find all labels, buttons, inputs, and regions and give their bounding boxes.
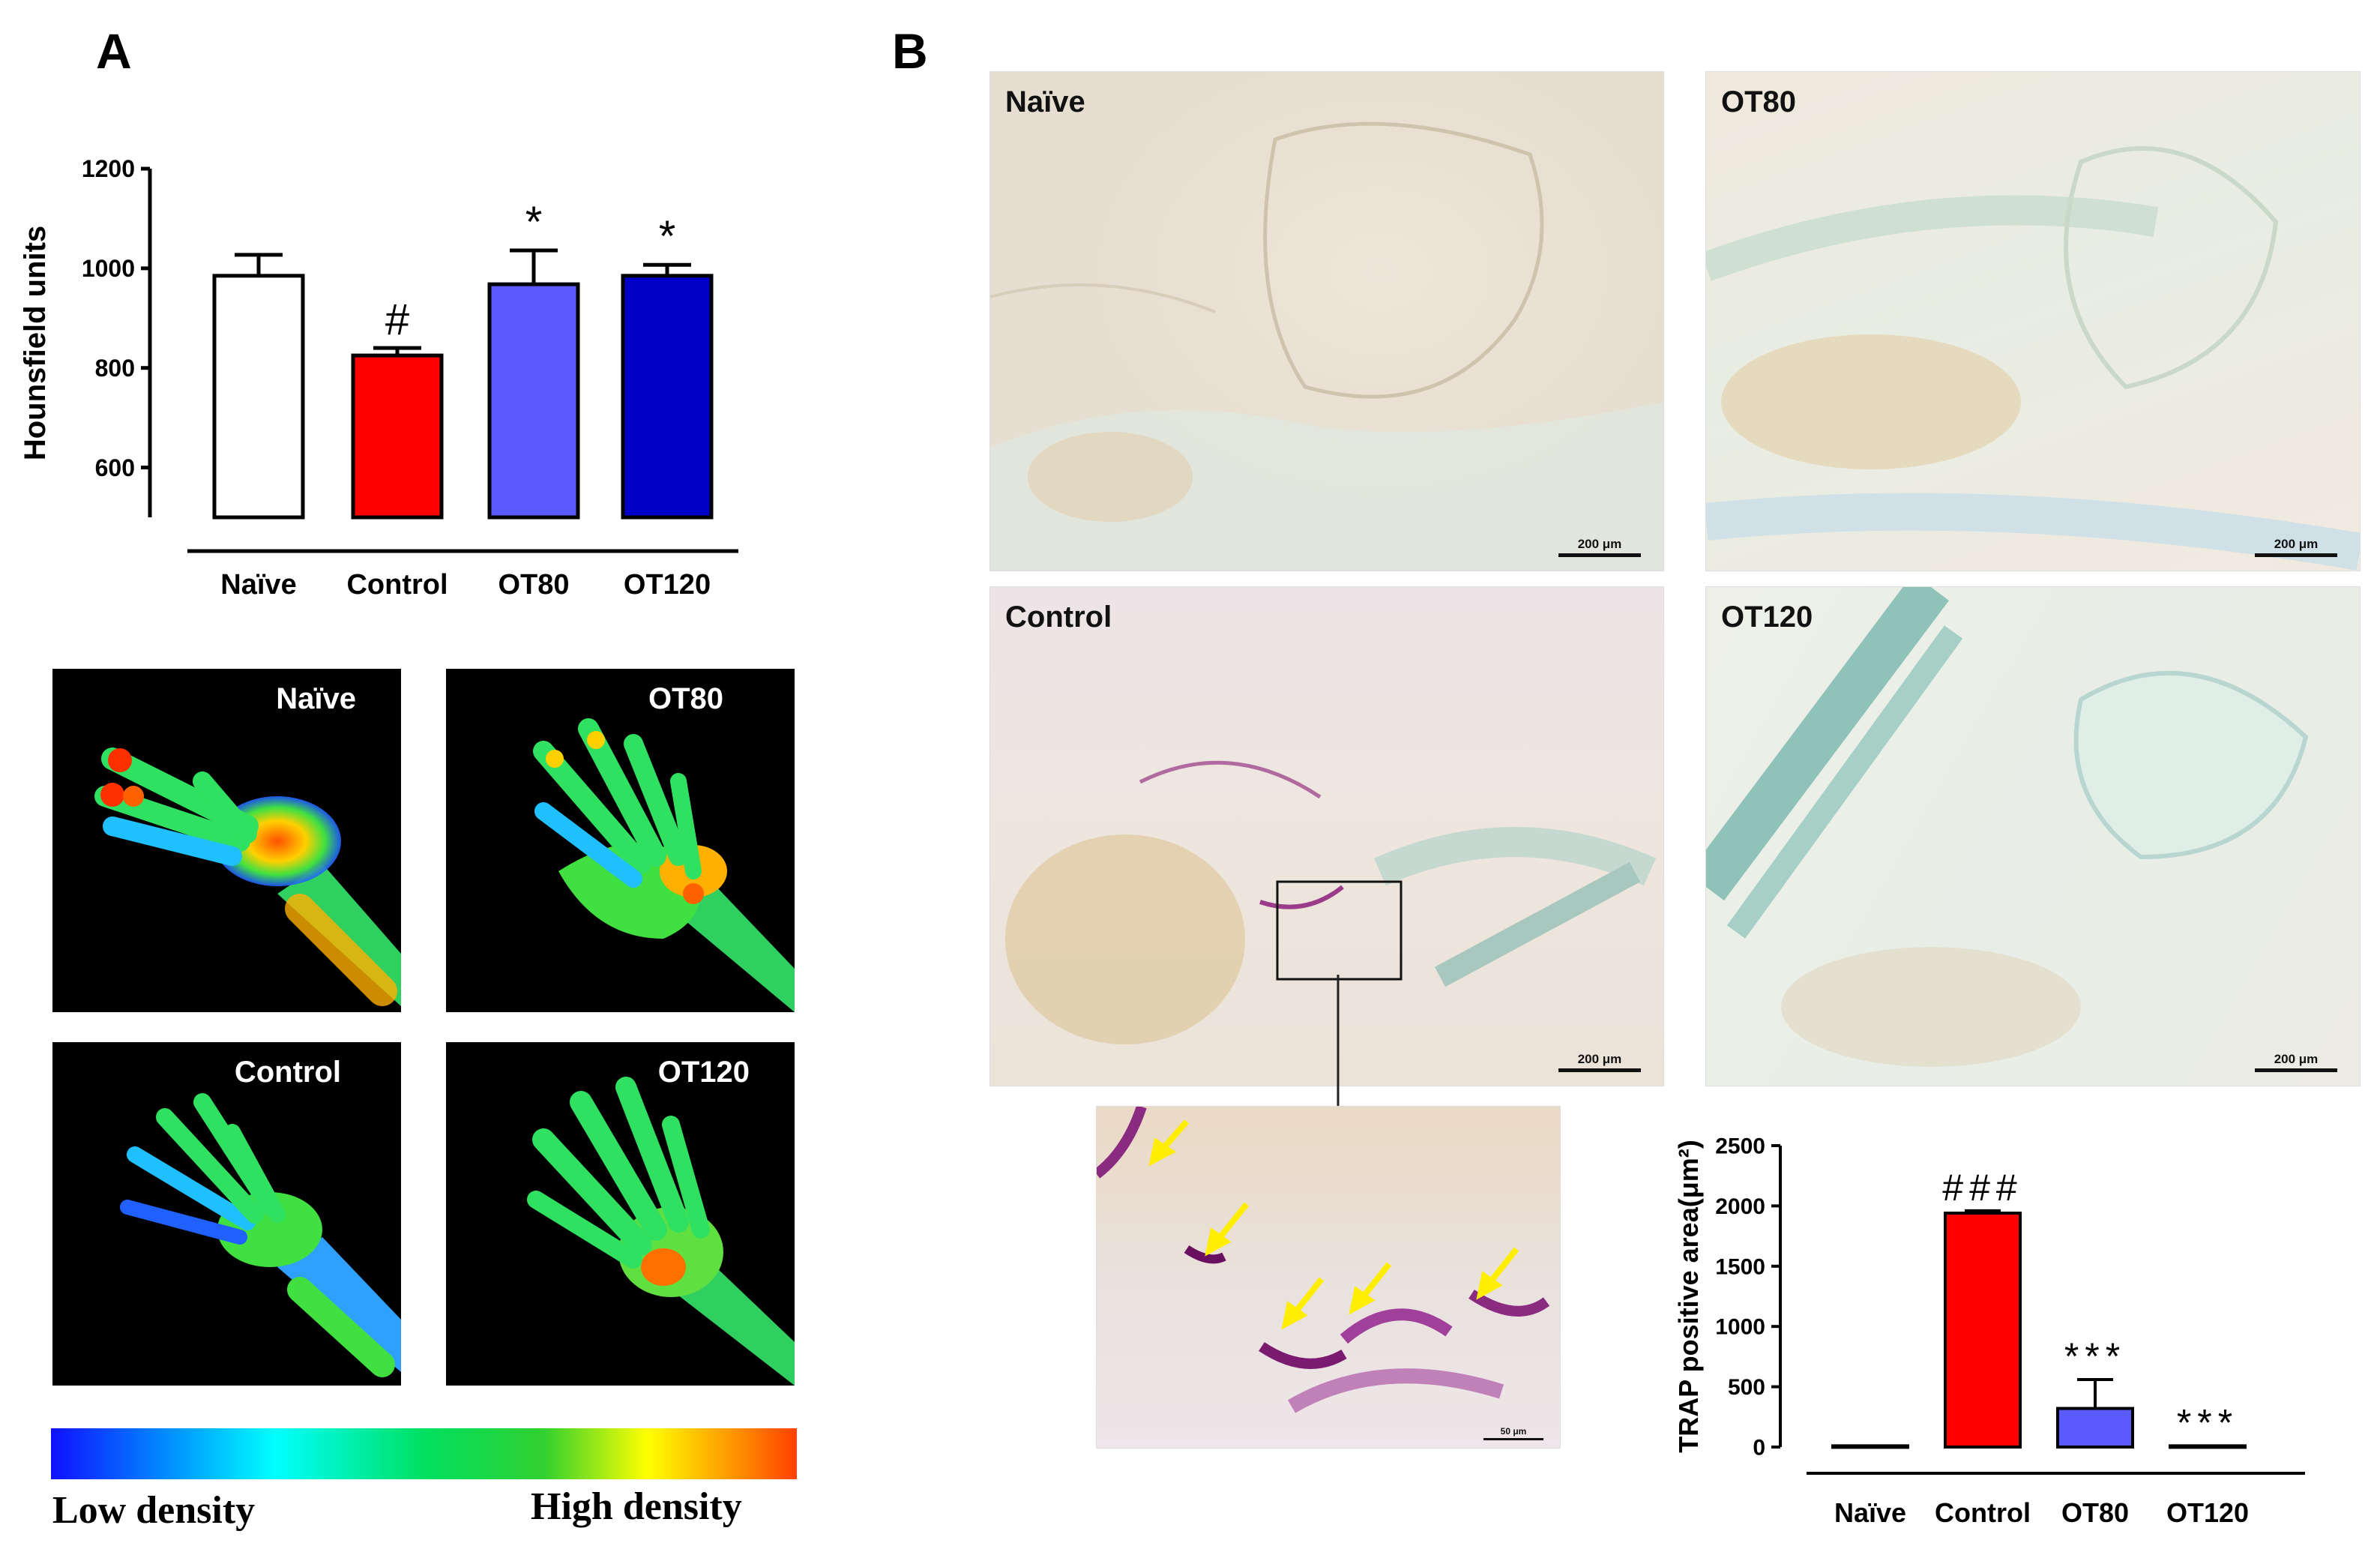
y-tick-label: 500 — [1728, 1375, 1765, 1400]
bar-2 — [2056, 1407, 2134, 1449]
zoom-box — [1276, 880, 1403, 981]
scan-naive: Naïve — [52, 669, 401, 1012]
significance-mark: # — [385, 295, 409, 344]
histology-naive: Naïve 200 μm — [989, 71, 1664, 571]
x-tick-label: OT120 — [2166, 1497, 2249, 1528]
histology-ot120: OT120 200 μm — [1705, 586, 2361, 1086]
histology-label-control: Control — [1005, 601, 1112, 634]
tissue-image — [1706, 146, 2360, 571]
panel-label-a: A — [96, 23, 132, 79]
x-tick-label: OT120 — [624, 569, 711, 601]
tissue-image — [990, 121, 1663, 571]
y-tick-label: 600 — [95, 454, 135, 481]
y-axis-label: Hounsfield units — [19, 226, 52, 460]
bar-3 — [2169, 1444, 2247, 1449]
scale-bar: 200 μm — [1558, 537, 1641, 557]
bar-1 — [351, 353, 444, 520]
x-tick-label: Naïve — [220, 569, 296, 601]
hand-scan-image — [120, 1093, 401, 1377]
histology-zoom-inset: 50 μm — [1096, 1106, 1561, 1449]
scale-bar: 200 μm — [2255, 537, 2337, 557]
significance-mark: ### — [1942, 1167, 2022, 1209]
histology-label-naive: Naïve — [1005, 85, 1085, 118]
histology-label-ot80: OT80 — [1721, 85, 1797, 118]
y-tick-label: 1000 — [1715, 1315, 1765, 1340]
significance-mark: *** — [2064, 1335, 2126, 1377]
scan-label-control: Control — [234, 1056, 341, 1089]
scan-label-ot120: OT120 — [657, 1056, 750, 1089]
bar-3 — [621, 274, 714, 520]
hand-scan-image — [527, 1077, 795, 1386]
density-colorbar — [51, 1428, 797, 1479]
x-tick-label: OT80 — [2061, 1497, 2129, 1528]
tissue-image — [1097, 1107, 1550, 1413]
y-tick-label: 2500 — [1715, 1134, 1765, 1159]
scale-bar: 50 μm — [1483, 1426, 1543, 1440]
histology-control: Control 200 μm — [989, 586, 1664, 1086]
y-tick-label: 1200 — [82, 155, 135, 182]
x-tick-label: Naïve — [1834, 1497, 1906, 1528]
density-high-label: High density — [531, 1485, 742, 1528]
histology-ot80: OT80 200 μm — [1705, 71, 2361, 571]
scan-ot120: OT120 — [446, 1042, 795, 1386]
scale-bar: 200 μm — [2255, 1052, 2337, 1072]
tissue-image — [1005, 760, 1657, 1044]
histology-label-ot120: OT120 — [1721, 601, 1813, 634]
bar-0 — [212, 274, 305, 520]
tissue-image — [1706, 587, 2309, 1067]
y-tick-label: 1000 — [82, 255, 135, 282]
y-axis-label: TRAP positive area(μm²) — [1673, 1140, 1704, 1452]
scan-ot80: OT80 — [446, 669, 795, 1012]
bar-1 — [1944, 1212, 2022, 1449]
scan-label-ot80: OT80 — [648, 682, 723, 715]
hand-scan-image — [94, 748, 401, 1006]
x-tick-label: Control — [346, 569, 448, 601]
significance-mark: *** — [2177, 1401, 2238, 1443]
y-tick-label: 0 — [1753, 1436, 1765, 1461]
scale-bar: 200 μm — [1558, 1052, 1641, 1072]
scan-label-naive: Naïve — [276, 682, 356, 715]
bar-0 — [1831, 1444, 1909, 1449]
hounsfield-bar-chart: 600 800 1000 1200 Hounsfield units Naïve # Cont… — [19, 155, 738, 601]
x-tick-label: OT80 — [498, 569, 569, 601]
density-low-label: Low density — [52, 1489, 256, 1532]
bar-2 — [487, 282, 580, 520]
x-tick-label: Control — [1935, 1497, 2031, 1528]
significance-mark: * — [525, 198, 543, 247]
y-tick-label: 800 — [95, 355, 135, 382]
hand-scan-image — [533, 718, 795, 1012]
y-tick-label: 1500 — [1715, 1254, 1765, 1279]
trap-area-bar-chart: 0 500 1000 1500 2000 2500 TRAP positive area(μ… — [1673, 1134, 2305, 1528]
significance-mark: * — [659, 212, 676, 261]
scan-control: Control — [52, 1042, 401, 1386]
panel-label-b: B — [892, 23, 928, 79]
y-tick-label: 2000 — [1715, 1194, 1765, 1219]
